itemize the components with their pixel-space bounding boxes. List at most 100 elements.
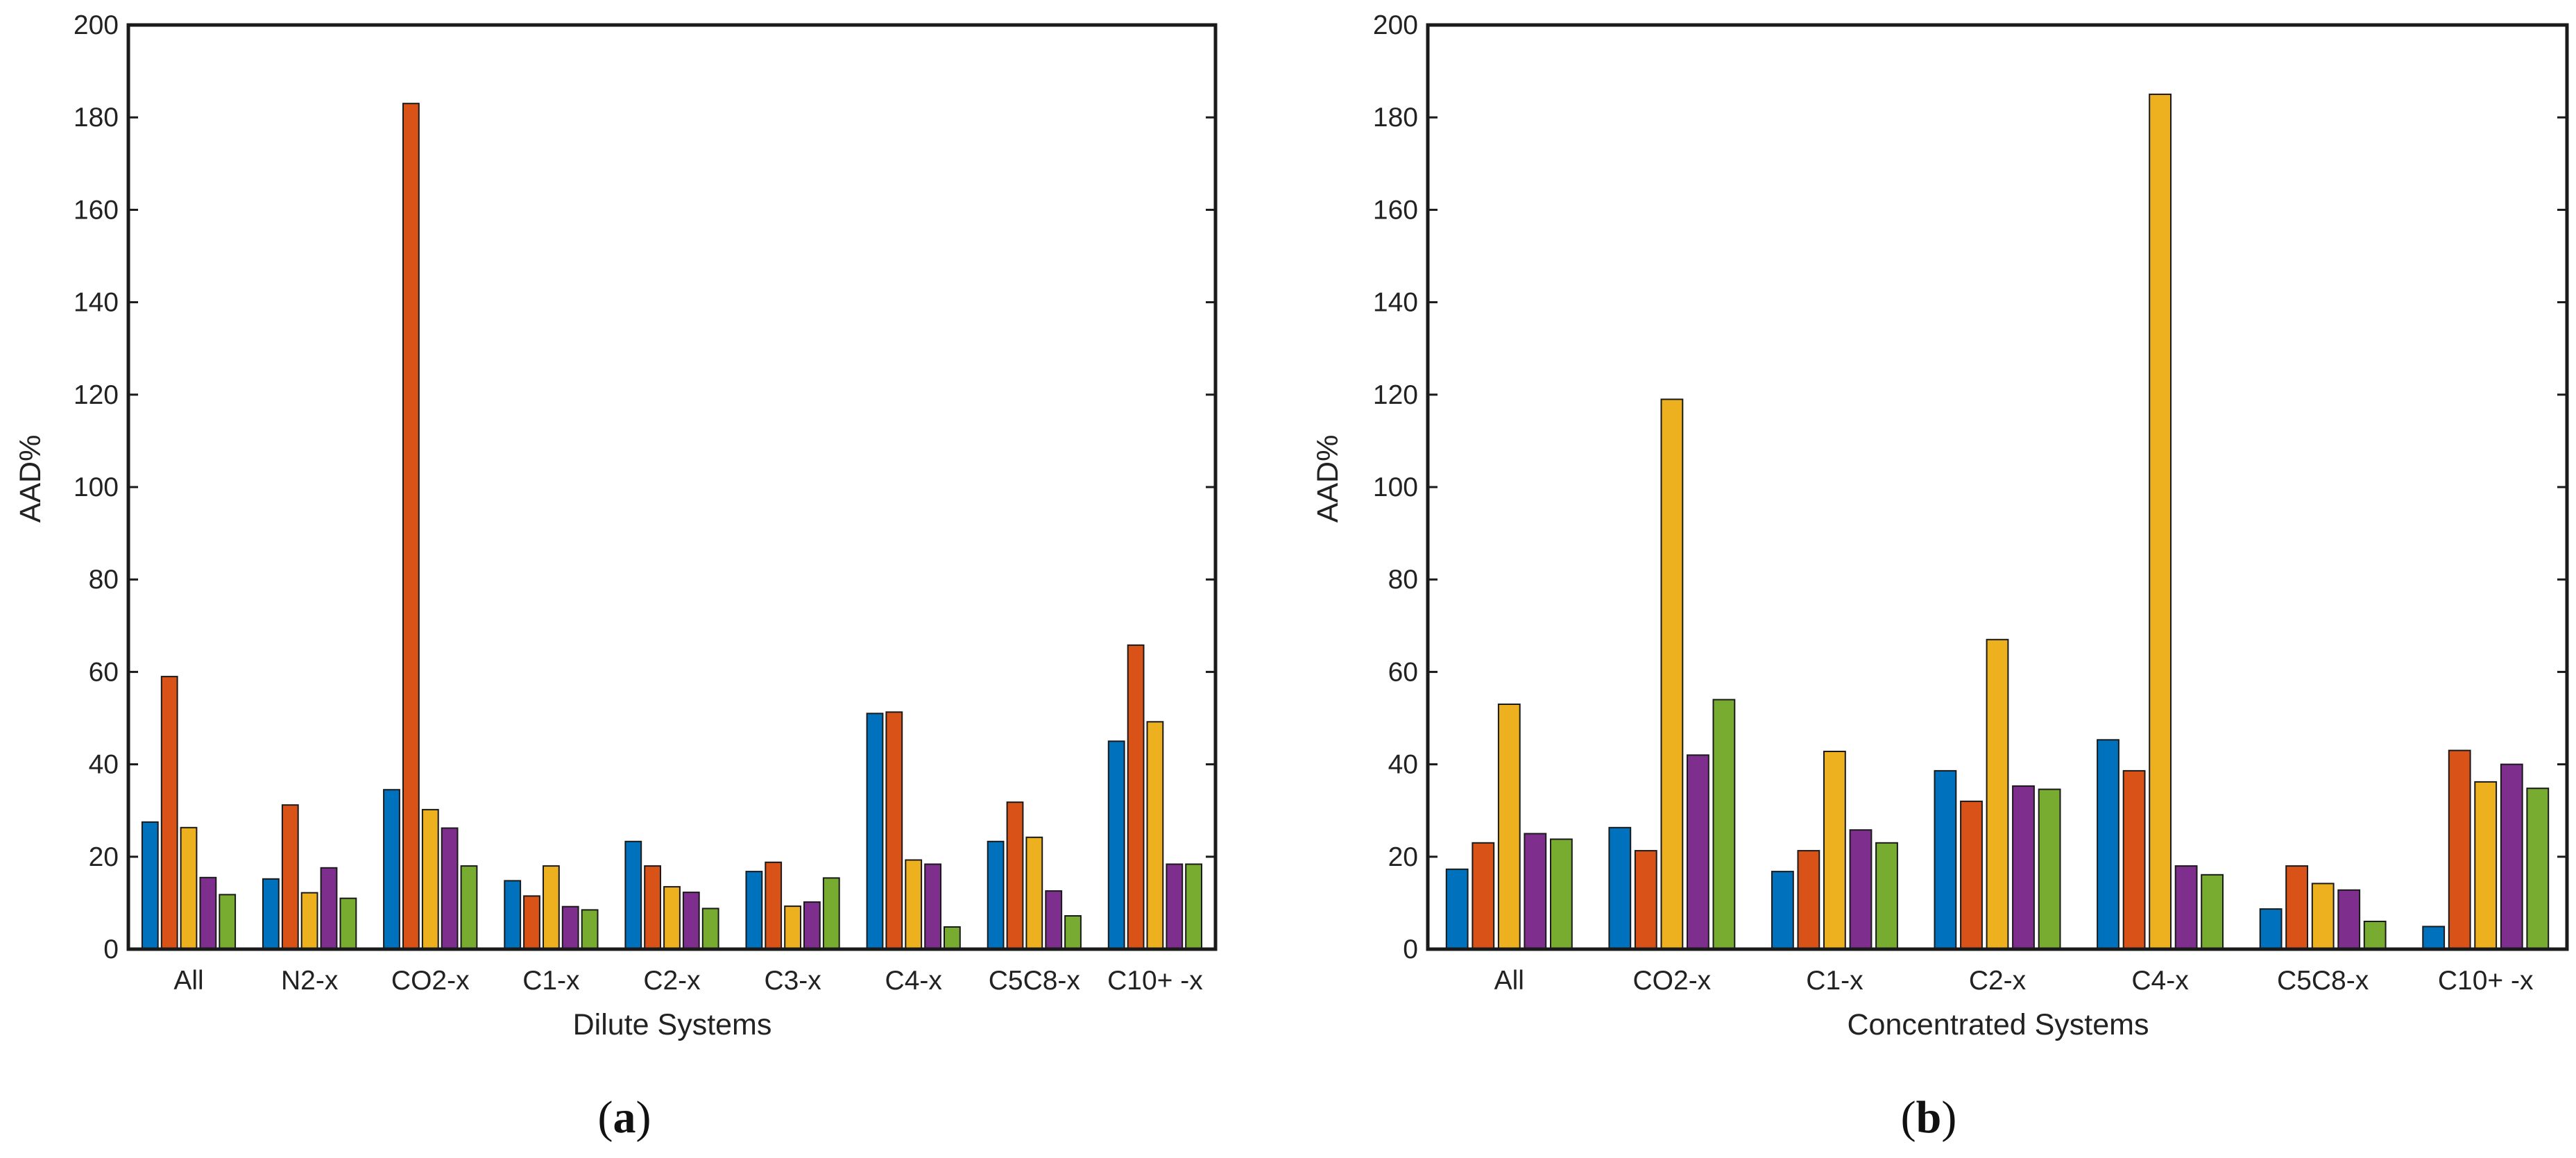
bar-a-s5-n2x bbox=[339, 897, 357, 950]
y-tick-label: 40 bbox=[1388, 750, 1418, 780]
x-tick-label: C4-x bbox=[2131, 966, 2189, 996]
y-tick-label: 160 bbox=[74, 195, 119, 225]
bar-a-s3-c3x bbox=[784, 905, 801, 950]
bar-a-s4-c3x bbox=[803, 901, 821, 950]
x-tick-label: All bbox=[173, 966, 203, 996]
bar-a-s4-c5c8x bbox=[1045, 890, 1063, 950]
y-tick-label: 200 bbox=[1373, 10, 1418, 40]
bar-b-s5-c1x bbox=[1875, 842, 1898, 951]
panel-b-x-ticks: All CO2-x C1-x C2-x C4-x C5C8-x C10+ -x bbox=[1494, 966, 2534, 996]
panel-a-letter: a bbox=[613, 1092, 636, 1143]
bar-b-s2-all bbox=[1472, 842, 1495, 951]
bar-a-s5-c5c8x bbox=[1064, 915, 1082, 950]
panel-b-bars bbox=[1445, 93, 2550, 951]
bar-a-s5-all bbox=[219, 894, 237, 951]
bar-a-s2-c3x bbox=[765, 861, 783, 951]
x-tick-label: C1-x bbox=[1806, 966, 1863, 996]
bar-a-s1-n2x bbox=[262, 878, 280, 951]
bar-b-s5-c2x bbox=[2038, 788, 2061, 950]
bar-b-s1-c4x bbox=[2097, 739, 2119, 951]
bar-b-s2-co2x bbox=[1634, 850, 1657, 950]
chart-panel-a: AAD% Dilute Systems (a) 0 20 40 60 80 100 120 1… bbox=[14, 10, 1218, 1143]
bar-a-s4-n2x bbox=[320, 867, 338, 951]
bar-b-s1-c5c8x bbox=[2259, 908, 2283, 950]
panel-b-label: (b) bbox=[1901, 1092, 1957, 1143]
bar-a-s3-c2x bbox=[663, 886, 681, 950]
bar-b-s3-c2x bbox=[1986, 638, 2009, 950]
x-tick-label: C10+ -x bbox=[1107, 966, 1203, 996]
bar-a-s1-c1x bbox=[504, 880, 522, 951]
y-tick-label: 200 bbox=[74, 10, 119, 40]
bar-b-s5-c10x bbox=[2526, 787, 2550, 950]
bar-a-s2-n2x bbox=[281, 804, 299, 950]
x-tick-label: C5C8-x bbox=[989, 966, 1081, 996]
y-tick-label: 140 bbox=[1373, 288, 1418, 318]
bar-a-s4-c10x bbox=[1166, 863, 1184, 950]
bar-b-s2-c5c8x bbox=[2285, 865, 2308, 950]
bar-b-s4-c2x bbox=[2012, 785, 2035, 951]
bar-b-s1-c1x bbox=[1771, 871, 1794, 950]
bar-a-s5-c4x bbox=[944, 926, 961, 950]
bar-a-s1-c5c8x bbox=[987, 840, 1005, 951]
panel-a-bars bbox=[141, 103, 1202, 951]
bar-a-s1-c10x bbox=[1107, 740, 1125, 951]
bar-a-s2-c4x bbox=[885, 711, 903, 951]
y-tick-label: 80 bbox=[89, 565, 119, 595]
bar-a-s4-all bbox=[199, 876, 217, 951]
y-tick-label: 160 bbox=[1373, 195, 1418, 225]
bar-b-s1-c2x bbox=[1934, 769, 1957, 951]
bar-b-s1-c10x bbox=[2422, 926, 2446, 951]
bar-b-s5-all bbox=[1550, 838, 1573, 950]
y-tick-label: 120 bbox=[74, 380, 119, 410]
bar-a-s3-c10x bbox=[1146, 721, 1164, 951]
y-tick-label: 80 bbox=[1388, 565, 1418, 595]
bar-a-s4-c4x bbox=[924, 863, 941, 950]
bar-a-s1-c2x bbox=[624, 840, 642, 951]
x-tick-label: CO2-x bbox=[1633, 966, 1712, 996]
bar-b-s3-c10x bbox=[2474, 781, 2498, 951]
bar-b-s1-co2x bbox=[1608, 826, 1632, 951]
y-tick-label: 20 bbox=[89, 842, 119, 872]
bar-b-s4-co2x bbox=[1687, 754, 1709, 951]
x-tick-label: C3-x bbox=[764, 966, 821, 996]
bar-a-s1-co2x bbox=[383, 789, 400, 950]
bar-a-s4-co2x bbox=[441, 827, 459, 950]
bar-b-s3-all bbox=[1497, 704, 1521, 950]
bar-a-s5-co2x bbox=[460, 865, 478, 950]
bar-b-s2-c2x bbox=[1960, 800, 1983, 951]
panel-b-xlabel: Concentrated Systems bbox=[1848, 1008, 2149, 1041]
y-tick-label: 60 bbox=[1388, 657, 1418, 687]
x-tick-label: C5C8-x bbox=[2277, 966, 2369, 996]
x-tick-label: C2-x bbox=[643, 966, 701, 996]
bar-a-s2-c5c8x bbox=[1006, 801, 1024, 950]
y-tick-label: 0 bbox=[1403, 935, 1418, 964]
bar-a-s5-c10x bbox=[1185, 863, 1202, 950]
bar-b-s4-c4x bbox=[2174, 865, 2198, 950]
y-tick-label: 100 bbox=[74, 472, 119, 502]
bar-b-s2-c4x bbox=[2122, 769, 2146, 951]
bar-a-s3-c4x bbox=[905, 859, 923, 950]
bar-b-s4-c5c8x bbox=[2337, 889, 2361, 951]
bar-a-s5-c2x bbox=[701, 908, 719, 951]
bar-a-s3-n2x bbox=[300, 892, 318, 950]
bar-b-s1-all bbox=[1445, 868, 1469, 951]
x-tick-label: C2-x bbox=[1969, 966, 2027, 996]
x-tick-label: C4-x bbox=[885, 966, 943, 996]
bar-a-s3-co2x bbox=[421, 808, 439, 951]
y-tick-label: 40 bbox=[89, 750, 119, 780]
bar-a-s2-c2x bbox=[644, 865, 662, 950]
x-tick-label: C1-x bbox=[522, 966, 580, 996]
panel-a-ylabel: AAD% bbox=[14, 435, 47, 523]
bar-b-s5-co2x bbox=[1712, 699, 1736, 951]
panel-a-x-ticks: All N2-x CO2-x C1-x C2-x C3-x C4-x C5C8-x C10+ -… bbox=[173, 966, 1203, 996]
y-tick-label: 140 bbox=[74, 288, 119, 318]
panel-b-y-ticks: 0 20 40 60 80 100 120 140 160 180 200 bbox=[1373, 10, 2567, 964]
x-tick-label: C10+ -x bbox=[2438, 966, 2534, 996]
bar-a-s4-c1x bbox=[561, 905, 579, 950]
bar-b-s2-c10x bbox=[2448, 749, 2471, 950]
bar-a-s1-c3x bbox=[745, 871, 763, 950]
bar-a-s4-c2x bbox=[682, 892, 700, 950]
bar-a-s2-c10x bbox=[1127, 644, 1145, 950]
bar-a-s3-c5c8x bbox=[1025, 836, 1043, 951]
